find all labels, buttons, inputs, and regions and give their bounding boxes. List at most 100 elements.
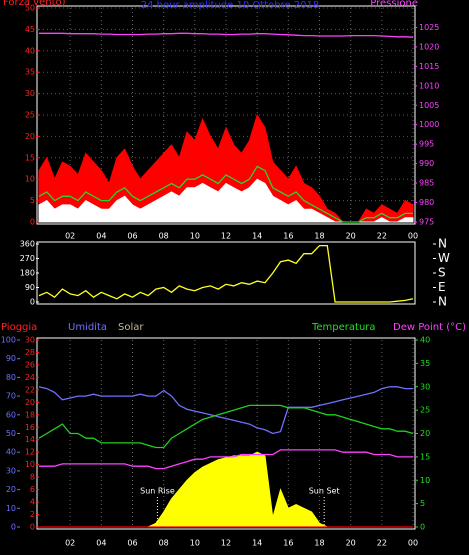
axis-label: Pressione	[370, 0, 418, 9]
x-tick-label: 16	[283, 539, 293, 548]
x-tick-label: 14	[252, 539, 262, 548]
x-tick-label: 18	[314, 232, 324, 241]
x-tick-label: 04	[96, 232, 106, 241]
x-tick-label: 02	[65, 232, 75, 241]
y-tick-label: 90	[6, 354, 16, 363]
y-tick-label: 18	[25, 410, 35, 419]
y-tick-label: 360	[20, 240, 35, 249]
y-tick-label: 6	[30, 485, 35, 494]
y-tick-label: 5	[30, 196, 35, 205]
y-tick-label: 10	[420, 476, 430, 485]
y-tick-label: 15	[25, 153, 35, 162]
plot-frame	[36, 241, 416, 305]
line	[38, 244, 414, 303]
y-tick-label: 40	[6, 448, 16, 457]
x-tick-label: 00	[408, 539, 418, 548]
y-tick-label: 975	[419, 218, 434, 227]
chart-title: 24 hour amplitude 10 Ottobre 2018	[141, 0, 319, 11]
y-tick-label: E	[438, 280, 446, 294]
y-tick-label: 30	[420, 382, 430, 391]
y-tick-label: 20	[25, 398, 35, 407]
x-tick-label: 12	[221, 539, 231, 548]
y-tick-label: W	[438, 251, 450, 265]
x-tick-label: 10	[190, 539, 200, 548]
annotation: Sun Set	[309, 487, 340, 496]
line	[38, 165, 413, 223]
line	[38, 404, 414, 449]
x-tick-label: 08	[159, 232, 169, 241]
y-tick-label: 1015	[419, 62, 439, 71]
line	[39, 32, 414, 38]
y-tick-label: 1005	[419, 101, 439, 110]
x-tick-label: 04	[96, 539, 106, 548]
y-tick-label: 50	[6, 429, 16, 438]
y-tick-label: S	[438, 266, 446, 280]
y-tick-label: 0	[30, 523, 35, 532]
y-tick-label: 25	[25, 111, 35, 120]
y-tick-label: 1010	[419, 81, 439, 90]
x-tick-label: 12	[221, 232, 231, 241]
y-tick-label: 80	[6, 373, 16, 382]
y-tick-label: 2	[30, 510, 35, 519]
y-tick-label: 30	[25, 89, 35, 98]
x-tick-label: 10	[190, 232, 200, 241]
area	[38, 113, 414, 223]
y-tick-label: 25	[420, 406, 430, 415]
y-tick-label: 35	[420, 359, 430, 368]
y-tick-label: 35	[25, 68, 35, 77]
y-tick-label: 15	[420, 452, 430, 461]
x-tick-label: 08	[159, 539, 169, 548]
x-tick-label: 18	[314, 539, 324, 548]
y-tick-label: 10	[25, 460, 35, 469]
y-tick-label: 60	[6, 410, 16, 419]
y-tick-label: 90	[25, 283, 35, 292]
y-tick-label: 14	[25, 435, 35, 444]
y-tick-label: 40	[420, 336, 430, 345]
x-tick-label: 22	[377, 232, 387, 241]
x-tick-label: 20	[346, 232, 356, 241]
x-tick-label: 16	[283, 232, 293, 241]
y-tick-label: 995	[419, 140, 434, 149]
y-tick-label: 4	[30, 498, 35, 507]
axis-label: Umidita	[68, 322, 107, 333]
axis-label: Solar	[118, 322, 144, 333]
y-tick-label: 20	[25, 132, 35, 141]
y-tick-label: 50	[25, 4, 35, 13]
y-tick-label: 20	[420, 429, 430, 438]
y-tick-label: 30	[25, 336, 35, 345]
axis-label: Dew Point (°C)	[393, 322, 466, 333]
x-tick-label: 06	[127, 539, 137, 548]
axis-label: Temperatura	[311, 322, 376, 333]
y-tick-label: 180	[20, 269, 35, 278]
y-tick-label: N	[438, 237, 447, 251]
x-tick-label: 00	[408, 232, 418, 241]
y-tick-label: 70	[6, 392, 16, 401]
y-tick-label: 16	[25, 423, 35, 432]
y-tick-label: 990	[419, 159, 434, 168]
y-tick-label: 8	[30, 473, 35, 482]
y-tick-label: 1020	[419, 42, 439, 51]
y-tick-label: 10	[6, 504, 16, 513]
x-tick-label: 02	[65, 539, 75, 548]
y-tick-label: 0	[30, 218, 35, 227]
y-tick-label: 980	[419, 198, 434, 207]
x-tick-label: 22	[377, 539, 387, 548]
y-tick-label: 270	[20, 254, 35, 263]
y-tick-label: 10	[25, 175, 35, 184]
y-tick-label: 0	[30, 298, 35, 307]
y-tick-label: 22	[25, 385, 35, 394]
line	[38, 386, 413, 435]
y-tick-label: 1000	[419, 120, 439, 129]
x-tick-label: 20	[346, 539, 356, 548]
line	[39, 449, 413, 470]
y-tick-label: 45	[25, 25, 35, 34]
y-tick-label: 1025	[419, 23, 439, 32]
y-tick-label: 100	[1, 336, 16, 345]
y-tick-label: 30	[6, 466, 16, 475]
y-tick-label: 985	[419, 179, 434, 188]
axis-label: Pioggia	[1, 322, 37, 333]
y-tick-label: 0	[11, 523, 16, 532]
axis-label: Forza vento)	[3, 0, 66, 8]
